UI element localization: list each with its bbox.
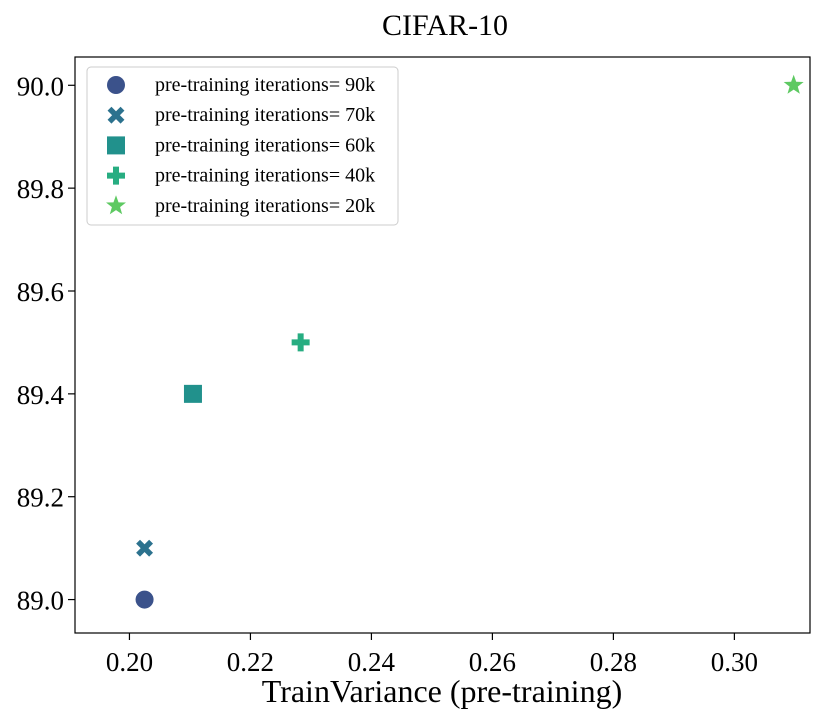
x-axis: 0.20 0.22 0.24 0.26 0.28 0.30 [106, 633, 758, 677]
y-tick-label: 90.0 [17, 71, 64, 101]
legend-marker-plus [107, 166, 125, 185]
chart-title: CIFAR-10 [382, 9, 508, 42]
data-point-star [783, 74, 804, 94]
legend-label: pre-training iterations= 20k [155, 195, 375, 217]
data-points [135, 74, 804, 609]
data-point-x [136, 539, 154, 557]
legend-label: pre-training iterations= 60k [155, 134, 375, 156]
y-tick-label: 89.8 [17, 174, 64, 204]
y-tick-label: 89.6 [17, 277, 64, 307]
x-tick-label: 0.30 [711, 647, 758, 677]
x-tick-label: 0.26 [469, 647, 516, 677]
x-tick-label: 0.20 [106, 647, 153, 677]
y-tick-label: 89.0 [17, 586, 64, 616]
x-tick-label: 0.24 [348, 647, 396, 677]
data-point-square [183, 384, 202, 403]
legend-box [86, 66, 399, 226]
x-tick-label: 0.22 [227, 647, 274, 677]
legend-label: pre-training iterations= 40k [155, 165, 375, 187]
x-axis-label: TrainVariance (pre-training) [262, 673, 622, 709]
y-tick-label: 89.2 [17, 483, 64, 513]
legend-marker-square [107, 136, 125, 155]
legend-marker-circle [107, 76, 125, 94]
legend-label: pre-training iterations= 70k [155, 104, 375, 126]
data-point-plus [291, 333, 310, 352]
legend-marker-x [107, 106, 125, 124]
data-point-circle [135, 590, 154, 609]
legend: pre-training iterations= 90k pre-training… [86, 66, 399, 226]
y-tick-label: 89.4 [17, 380, 65, 410]
x-tick-label: 0.28 [590, 647, 637, 677]
y-axis: 89.0 89.2 89.4 89.6 89.8 90.0 [17, 71, 75, 616]
legend-marker-star [106, 195, 126, 215]
legend-label: pre-training iterations= 90k [155, 74, 375, 96]
